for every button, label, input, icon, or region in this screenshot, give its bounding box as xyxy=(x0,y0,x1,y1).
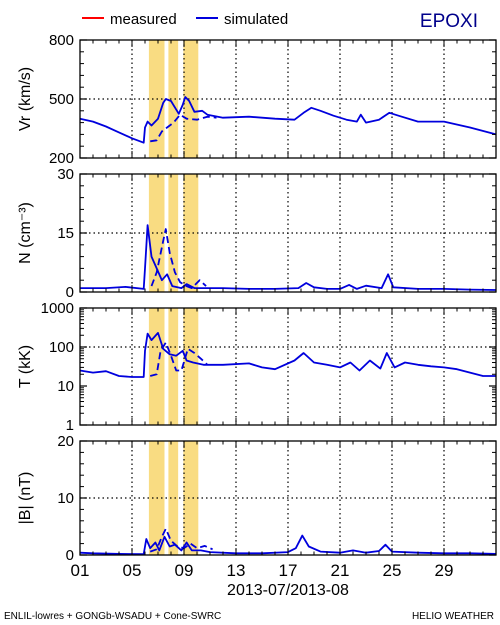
legend: measured simulated xyxy=(82,11,288,28)
highlight-band xyxy=(168,308,179,425)
y-tick-label: 500 xyxy=(49,91,74,108)
y-axis-label: Vr (km/s) xyxy=(17,67,34,131)
y-tick-label: 0 xyxy=(66,284,74,301)
series-line-dashed xyxy=(149,341,209,377)
series-line-dashed xyxy=(149,527,213,553)
series-line-dashed xyxy=(150,113,217,143)
mission-label: EPOXI xyxy=(420,11,478,32)
legend-measured-label: measured xyxy=(110,11,177,28)
y-axis-label: T (kK) xyxy=(17,345,34,388)
series-line-solid xyxy=(80,224,497,291)
series-line-solid xyxy=(79,332,496,378)
y-tick-label: 0 xyxy=(66,547,74,564)
footer-brand-label: HELIO WEATHER xyxy=(412,611,494,622)
y-tick-label: 1 xyxy=(66,417,74,434)
series-line-solid xyxy=(79,96,497,144)
x-tick-label: 25 xyxy=(383,561,402,580)
highlight-band xyxy=(183,441,199,555)
series-line-dashed xyxy=(150,228,207,289)
panel-vr: 200 500 800 Vr (km/s) xyxy=(17,32,497,167)
y-tick-label: 800 xyxy=(49,32,74,49)
highlight-band xyxy=(168,174,179,292)
x-tick-label: 21 xyxy=(331,561,350,580)
highlight-band xyxy=(183,308,199,425)
legend-simulated-label: simulated xyxy=(224,11,288,28)
y-tick-label: 10 xyxy=(57,378,74,395)
highlight-band xyxy=(148,308,165,425)
highlight-band xyxy=(183,40,199,158)
y-tick-label: 30 xyxy=(57,166,74,183)
highlight-band xyxy=(183,174,199,292)
x-axis-label: 2013-07/2013-08 xyxy=(227,582,349,599)
highlight-band xyxy=(168,441,179,555)
x-tick-label: 05 xyxy=(123,561,142,580)
y-tick-label: 100 xyxy=(49,339,74,356)
highlight-band xyxy=(168,40,179,158)
y-axis-label: N (cm⁻³) xyxy=(17,202,34,264)
panel-n: 0 15 30 N (cm⁻³) xyxy=(17,166,497,301)
x-tick-label: 29 xyxy=(435,561,454,580)
y-tick-label: 200 xyxy=(49,150,74,167)
y-axis-label: |B| (nT) xyxy=(17,472,34,525)
y-tick-label: 10 xyxy=(57,490,74,507)
y-tick-label: 20 xyxy=(57,433,74,450)
x-tick-label: 13 xyxy=(227,561,246,580)
x-tick-label: 01 xyxy=(71,561,90,580)
x-tick-label: 09 xyxy=(175,561,194,580)
x-tick-label: 17 xyxy=(279,561,298,580)
panel-t: 1 10 100 1000 T (kK) xyxy=(17,300,497,434)
footer-model-label: ENLIL-lowres + GONGb-WSADU + Cone-SWRC xyxy=(4,611,221,622)
y-tick-label: 1000 xyxy=(41,300,74,317)
y-tick-label: 15 xyxy=(57,225,74,242)
panel-b: 0 10 20 |B| (nT) xyxy=(17,433,497,564)
